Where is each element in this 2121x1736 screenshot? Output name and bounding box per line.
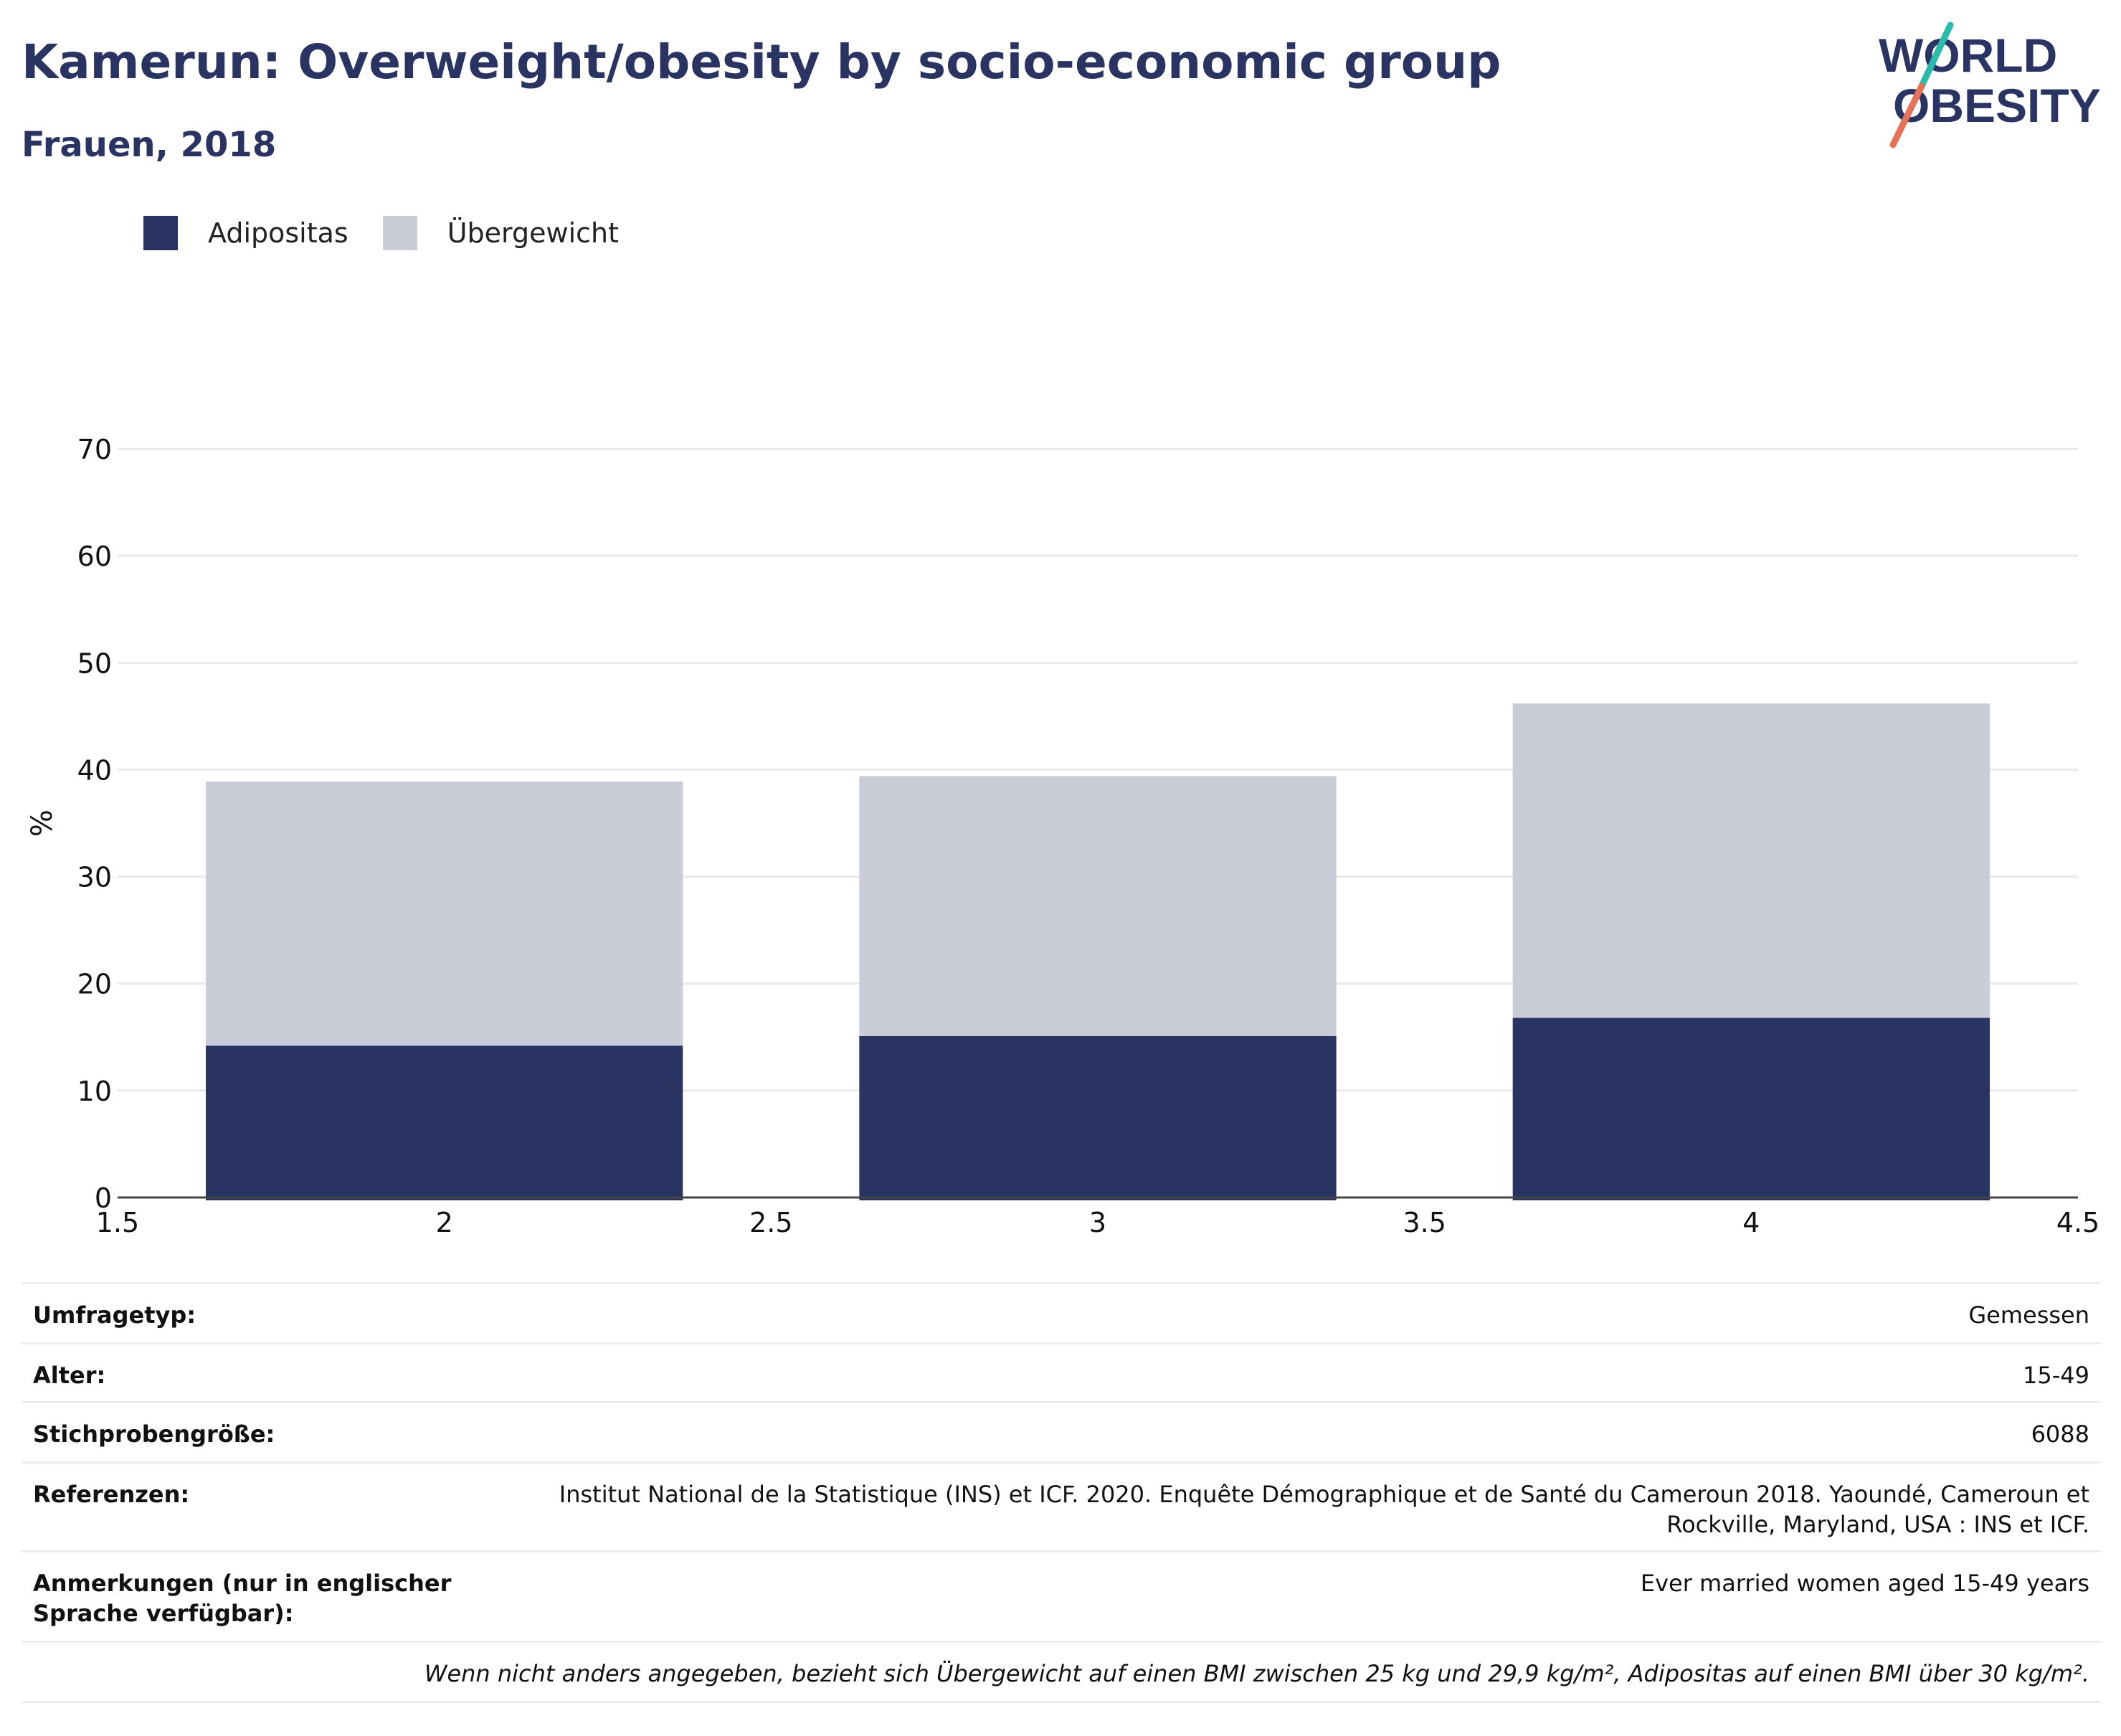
chart-title: Kamerun: Overweight/obesity by socio-eco… <box>22 34 1501 90</box>
y-tick-label: 0 <box>95 1182 112 1214</box>
info-label: Umfragetyp: <box>33 1301 196 1329</box>
info-value: 6088 <box>2031 1420 2089 1448</box>
x-tick-label: 4.5 <box>2056 1207 2099 1233</box>
legend-label: Übergewicht <box>447 217 619 249</box>
y-tick-label: 50 <box>77 648 112 679</box>
x-tick-label: 4 <box>1742 1207 1760 1233</box>
y-tick-label: 20 <box>77 969 112 1000</box>
y-tick-label: 60 <box>77 541 112 572</box>
x-tick-label: 2 <box>436 1207 453 1233</box>
y-tick-label: 10 <box>77 1076 112 1107</box>
info-row-age: Alter: 15-49 <box>22 1344 2101 1403</box>
info-row-survey-type: Umfragetyp: Gemessen <box>22 1284 2101 1344</box>
legend-item-uebergewicht[interactable]: Übergewicht <box>382 216 619 250</box>
y-tick-label: 30 <box>77 862 112 893</box>
info-value: Gemessen <box>1968 1301 2089 1329</box>
info-label: Alter: <box>33 1362 106 1389</box>
info-label: Anmerkungen (nur in englischer Sprache v… <box>33 1570 452 1627</box>
legend-item-adipositas[interactable]: Adipositas <box>143 216 348 250</box>
chart-legend: Adipositas Übergewicht <box>143 214 653 252</box>
legend-swatch <box>382 216 417 250</box>
info-row-notes: Anmerkungen (nur in englischer Sprache v… <box>22 1552 2101 1643</box>
info-label: Stichprobengröße: <box>33 1420 275 1448</box>
info-row-references: Referenzen: Institut National de la Stat… <box>22 1464 2101 1552</box>
info-table: Umfragetyp: Gemessen Alter: 15-49 Stichp… <box>22 1282 2101 1703</box>
bar-segment <box>1512 1018 1990 1200</box>
info-value: Ever married women aged 15-49 years <box>1640 1570 2089 1597</box>
legend-swatch <box>143 216 178 250</box>
bar-segment <box>206 781 683 1046</box>
x-tick-label: 3.5 <box>1403 1207 1446 1233</box>
y-tick-label: 70 <box>77 434 112 465</box>
x-tick-label: 1.5 <box>96 1207 139 1233</box>
y-axis-label: % <box>26 810 59 837</box>
info-value: 15-49 <box>2023 1362 2089 1389</box>
info-row-sample-size: Stichprobengröße: 6088 <box>22 1403 2101 1464</box>
bar-segment <box>1512 703 1990 1018</box>
x-tick-label: 3 <box>1089 1207 1106 1233</box>
svg-text:OBESITY: OBESITY <box>1893 79 2101 132</box>
world-obesity-logo: WORLD OBESITY <box>1879 22 2101 148</box>
chart-subtitle: Frauen, 2018 <box>22 125 277 165</box>
info-label: Referenzen: <box>33 1481 190 1508</box>
legend-label: Adipositas <box>208 217 348 249</box>
info-value: Institut National de la Statistique (INS… <box>559 1481 2089 1538</box>
footnote: Wenn nicht anders angegeben, bezieht sic… <box>22 1643 2101 1703</box>
y-tick-label: 40 <box>77 754 112 786</box>
bar-segment <box>859 776 1337 1036</box>
x-tick-label: 2.5 <box>749 1207 792 1233</box>
bar-segment <box>859 1035 1337 1200</box>
bar-segment <box>206 1045 683 1200</box>
bar-chart: 0 10 20 30 40 50 60 70 1.5 2 2.5 3 3.5 4 4.5% <box>26 434 2099 1233</box>
svg-text:WORLD: WORLD <box>1879 29 2057 82</box>
